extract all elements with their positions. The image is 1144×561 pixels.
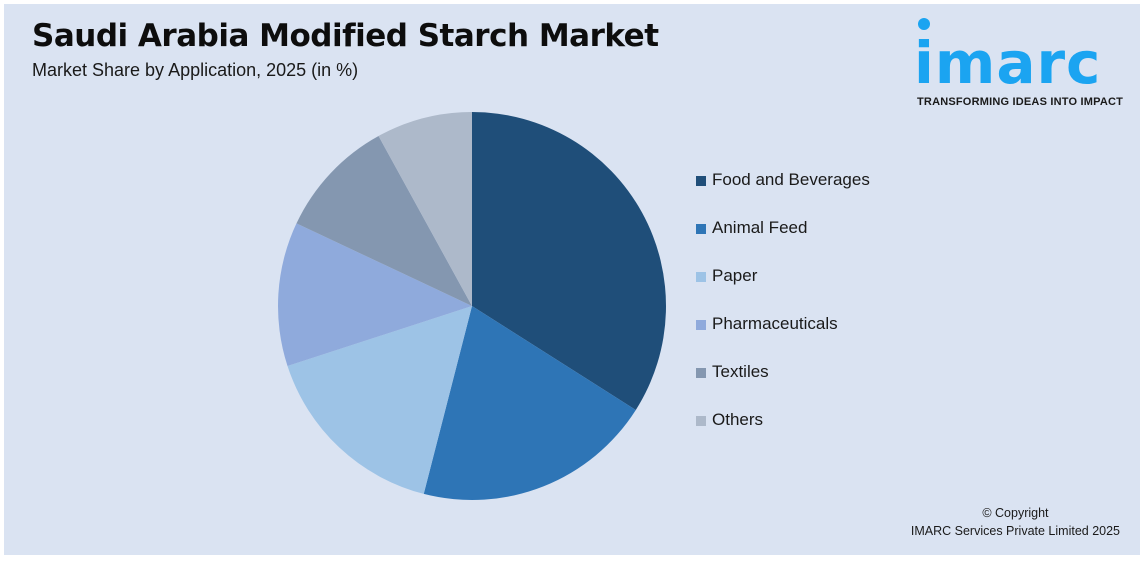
legend-label: Pharmaceuticals xyxy=(712,314,838,333)
pie-slice-others xyxy=(378,112,472,306)
legend-item: Animal Feed xyxy=(696,216,870,264)
logo-wordmark: imarc xyxy=(914,29,1102,97)
pie-chart xyxy=(278,112,666,500)
legend-swatch-icon xyxy=(696,368,706,378)
legend-item: Paper xyxy=(696,264,870,312)
legend-swatch-icon xyxy=(696,320,706,330)
imarc-logo: imarc TRANSFORMING IDEAS INTO IMPACT xyxy=(912,14,1136,114)
chart-subtitle: Market Share by Application, 2025 (in %) xyxy=(32,60,359,80)
legend-item: Textiles xyxy=(696,360,870,408)
chart-panel: Saudi Arabia Modified Starch Market Mark… xyxy=(4,4,1140,555)
pie-slice-paper xyxy=(287,306,472,494)
legend-label: Others xyxy=(712,410,764,429)
chart-legend: Food and Beverages Animal Feed Paper Pharma… xyxy=(696,168,870,456)
legend-swatch-icon xyxy=(696,416,706,426)
pie-slice-animal-feed xyxy=(423,306,636,500)
legend-label: Paper xyxy=(712,266,758,285)
legend-item: Food and Beverages xyxy=(696,168,870,216)
logo-tagline: TRANSFORMING IDEAS INTO IMPACT xyxy=(917,96,1124,108)
legend-swatch-icon xyxy=(696,272,706,282)
pie-slice-textiles xyxy=(296,135,472,306)
legend-item: Others xyxy=(696,408,870,456)
copyright-line-2: IMARC Services Private Limited 2025 xyxy=(910,524,1120,538)
legend-label: Food and Beverages xyxy=(712,170,870,189)
legend-label: Animal Feed xyxy=(712,218,808,237)
legend-swatch-icon xyxy=(696,176,706,186)
legend-swatch-icon xyxy=(696,224,706,234)
pie-slice-pharmaceuticals xyxy=(278,223,472,366)
legend-label: Textiles xyxy=(712,362,769,381)
logo-dot-icon xyxy=(918,18,930,30)
chart-title: Saudi Arabia Modified Starch Market xyxy=(32,18,659,54)
copyright-notice: © Copyright IMARC Services Private Limit… xyxy=(911,504,1120,540)
pie-slice-food-and-beverages xyxy=(472,112,666,410)
copyright-line-1: © Copyright xyxy=(982,506,1049,520)
legend-item: Pharmaceuticals xyxy=(696,312,870,360)
